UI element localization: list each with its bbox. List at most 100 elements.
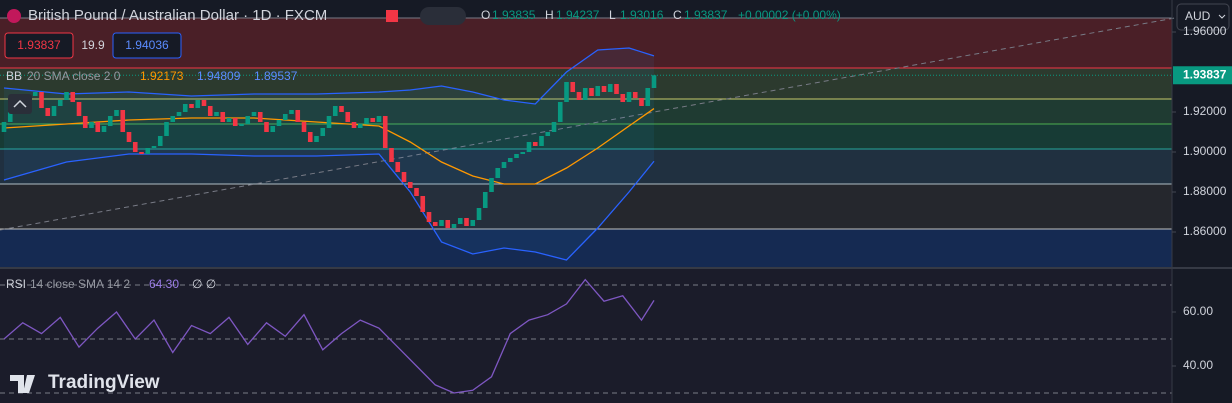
candle <box>282 114 288 120</box>
candle <box>101 126 107 132</box>
sell-button[interactable] <box>4 32 74 59</box>
candle <box>389 148 394 162</box>
candle <box>45 108 51 116</box>
candle <box>351 122 357 128</box>
ohlc-key: L <box>609 8 616 22</box>
last-price: 1.93837 <box>1183 67 1227 81</box>
collapse-button[interactable] <box>8 94 32 114</box>
ohlc-value: 1.93835 <box>492 8 536 22</box>
candle <box>520 152 526 154</box>
rsi-tick-label: 60.00 <box>1183 304 1213 318</box>
candle <box>557 102 563 122</box>
candle <box>164 122 169 136</box>
change: +0.00002 (+0.00%) <box>738 8 841 22</box>
candle <box>595 86 601 96</box>
rsi-levels <box>0 284 1172 394</box>
ohlc-key: C <box>673 8 682 22</box>
bb-params: 20 SMA close 2 0 <box>27 69 121 83</box>
candle <box>57 100 63 106</box>
candle <box>145 148 151 154</box>
bb-fill <box>4 48 654 260</box>
dropdown-icon <box>1218 14 1226 19</box>
symbol-title: British Pound / Australian Dollar · 1D ·… <box>28 7 327 24</box>
y-tick-label: 1.92000 <box>1183 104 1227 118</box>
ohlc-value: 1.93837 <box>684 8 728 22</box>
candle <box>314 136 319 142</box>
candle <box>639 98 644 106</box>
ohlc-key: O <box>481 8 490 22</box>
symbol-flag <box>7 9 21 23</box>
candle <box>201 100 207 106</box>
candle <box>420 196 426 212</box>
toggle[interactable] <box>420 7 466 25</box>
candle <box>476 208 482 220</box>
candle <box>445 220 451 228</box>
candle <box>407 182 413 188</box>
bb-basis: 1.92173 <box>140 69 184 83</box>
candle <box>39 92 44 108</box>
rsi-extra: ∅ ∅ <box>192 277 216 291</box>
bb-name: BB <box>6 69 22 83</box>
candle <box>239 124 244 126</box>
candle <box>551 122 557 132</box>
candle <box>457 218 463 224</box>
currency-button[interactable] <box>1176 3 1230 31</box>
y-tick-label: 1.90000 <box>1183 144 1227 158</box>
y-tick-label: 1.96000 <box>1183 24 1227 38</box>
candle <box>220 112 226 122</box>
candle <box>376 116 382 122</box>
bb-lower-line <box>3 153 655 261</box>
candle <box>607 84 613 92</box>
candle <box>264 122 269 132</box>
candle <box>370 118 376 122</box>
candle <box>514 154 519 158</box>
candle <box>326 116 332 128</box>
candle <box>395 162 401 172</box>
candle <box>614 84 619 94</box>
candle <box>245 116 251 124</box>
candle <box>439 220 444 226</box>
candle <box>89 122 94 128</box>
candle <box>357 124 363 128</box>
candle <box>1 122 7 132</box>
buy-button[interactable] <box>112 32 182 59</box>
plot <box>0 47 1172 394</box>
candle <box>464 218 469 226</box>
candle <box>382 116 388 148</box>
candle <box>339 106 344 112</box>
bb-upper-line <box>3 47 655 105</box>
candle <box>320 128 326 136</box>
candle <box>257 112 263 122</box>
candle <box>345 112 351 122</box>
candle <box>139 152 144 154</box>
candle <box>64 92 69 100</box>
candle <box>307 132 313 142</box>
sell-price: 1.93837 <box>17 38 61 52</box>
candle <box>157 136 163 146</box>
candle <box>426 212 432 222</box>
candle <box>620 94 626 102</box>
trend-line <box>0 17 1176 231</box>
candle <box>489 178 494 192</box>
candle <box>401 172 407 182</box>
candle <box>576 92 582 100</box>
candle <box>195 100 201 108</box>
candle <box>545 132 551 136</box>
candle <box>107 116 113 126</box>
candle <box>114 110 119 116</box>
rsi-line <box>3 278 655 394</box>
rsi-tick-label: 40.00 <box>1183 358 1213 372</box>
candle <box>632 92 638 98</box>
bb-upper: 1.94809 <box>197 69 241 83</box>
ohlc-value: 1.94237 <box>556 8 600 22</box>
candle <box>626 92 632 102</box>
candle <box>120 110 126 132</box>
rsi-value: 64.30 <box>149 277 179 291</box>
candle <box>364 118 369 124</box>
candle <box>51 106 57 116</box>
candle <box>301 122 307 132</box>
candle <box>651 75 657 88</box>
candle <box>507 158 513 162</box>
candle <box>526 142 532 152</box>
